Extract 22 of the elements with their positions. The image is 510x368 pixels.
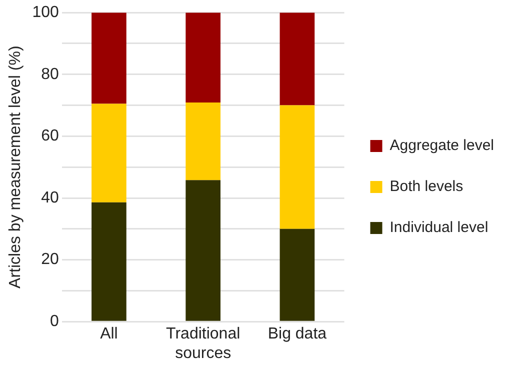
bar — [280, 12, 315, 106]
y-tick-label: 0 — [50, 313, 59, 330]
y-tick-label: 40 — [41, 189, 59, 206]
bar — [92, 12, 126, 104]
y-tick-label: 80 — [41, 66, 59, 83]
bar — [92, 202, 126, 321]
bar — [186, 180, 220, 321]
y-tick-label: 60 — [41, 128, 59, 145]
x-tick-label: Big data — [268, 326, 327, 343]
legend-label: Aggregate level — [390, 137, 494, 154]
bar — [280, 105, 315, 229]
bar — [186, 102, 220, 180]
x-tick-label: All — [100, 326, 118, 343]
bar — [186, 12, 220, 103]
legend-label: Individual level — [390, 219, 488, 236]
y-tick-label: 20 — [41, 251, 59, 268]
x-tick-label: Traditional sources — [166, 326, 240, 362]
y-tick-label: 100 — [32, 4, 59, 22]
y-axis-title: Articles by measurement level (%) — [7, 46, 24, 288]
legend-label: Both levels — [390, 178, 464, 196]
bar — [280, 228, 315, 321]
bar — [92, 104, 126, 202]
